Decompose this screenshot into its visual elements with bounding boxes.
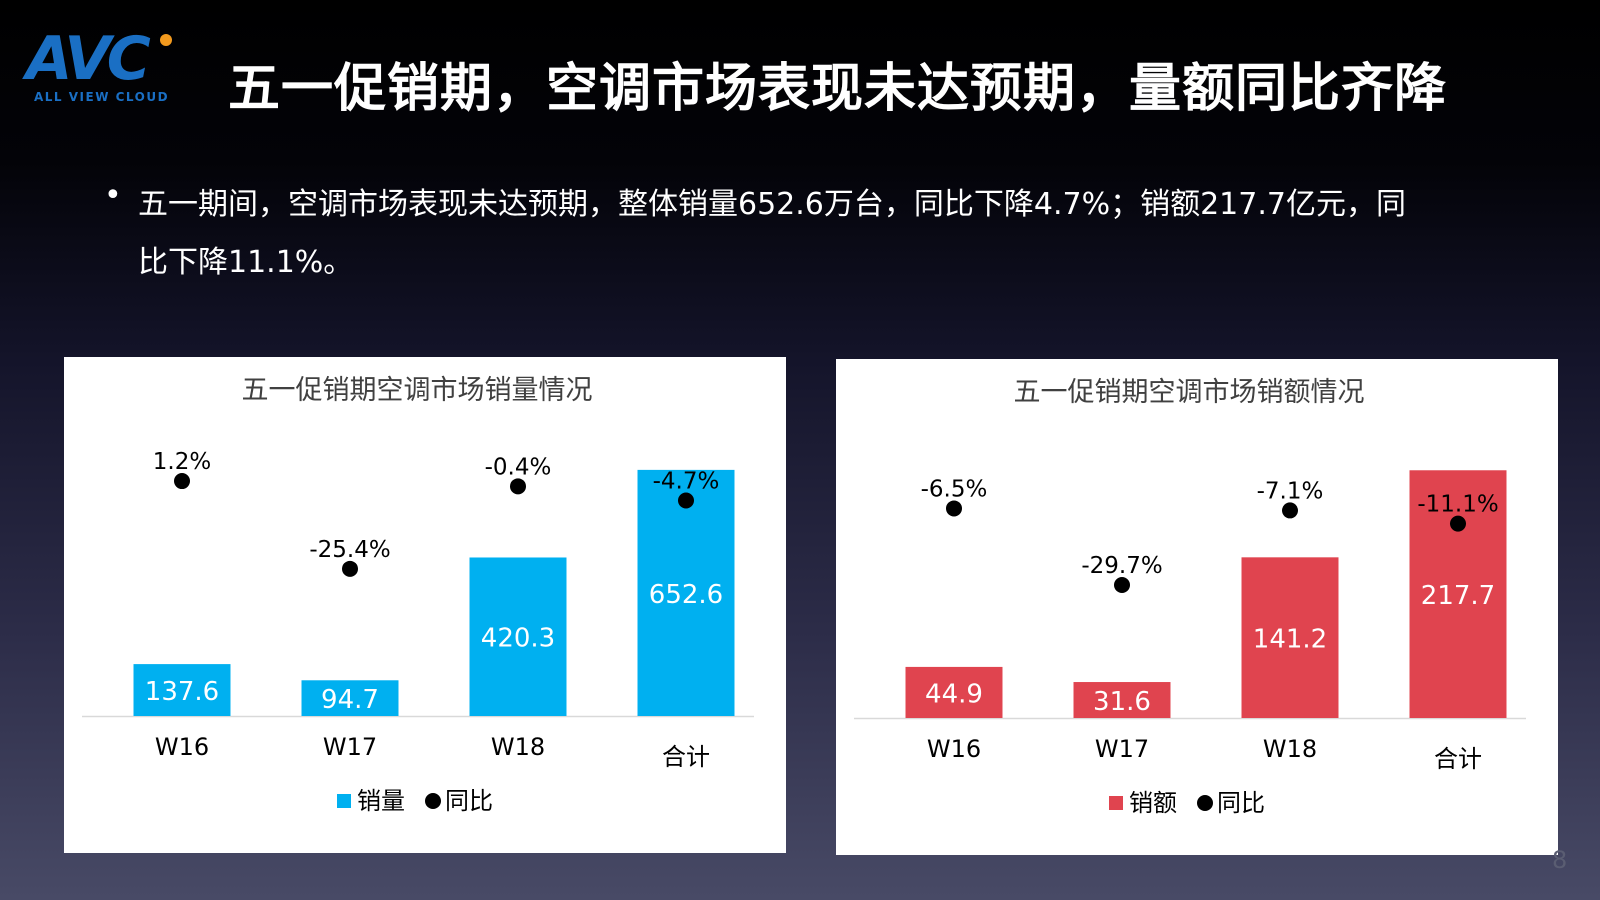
category-label: W16: [927, 735, 981, 763]
yoy-point: [174, 473, 190, 490]
bar-合计: [637, 469, 735, 716]
amount-chart-panel: 五一促销期空调市场销额情况 44.9 W16 -6.5% 31.6 W17 -29.7% 14…: [836, 359, 1558, 855]
yoy-label: -0.4%: [485, 454, 552, 480]
yoy-point: [1114, 577, 1130, 594]
logo-word: AVC: [26, 24, 151, 94]
bar-W17: [301, 680, 399, 716]
bullet-dot: •: [104, 178, 122, 213]
bar-W18: [1241, 557, 1339, 718]
bar-value-label: 94.7: [321, 685, 379, 715]
legend-bar-label: 销量: [357, 787, 405, 815]
legend-bar-label: 销额: [1129, 789, 1177, 817]
bar-W16: [133, 664, 231, 716]
yoy-point: [1450, 515, 1466, 532]
bar-value-label: 44.9: [925, 679, 983, 709]
yoy-point: [510, 478, 526, 495]
category-label: W16: [155, 733, 209, 761]
category-label: 合计: [1434, 745, 1482, 773]
legend-yoy-label: 同比: [1217, 789, 1265, 817]
yoy-label: -29.7%: [1081, 553, 1162, 579]
category-label: W17: [323, 733, 377, 761]
legend-yoy-swatch: [425, 793, 441, 809]
yoy-label: -25.4%: [309, 537, 390, 563]
yoy-point: [678, 492, 694, 509]
yoy-label: -4.7%: [653, 469, 720, 495]
chart-title: 五一促销期空调市场销量情况: [242, 375, 593, 406]
volume-chart-panel: 五一促销期空调市场销量情况 137.6 W16 1.2% 94.7 W17 -25.4% 42…: [64, 357, 786, 853]
chart-title: 五一促销期空调市场销额情况: [1014, 377, 1365, 408]
bar-value-label: 141.2: [1253, 625, 1327, 655]
bar-W17: [1073, 682, 1171, 718]
logo-orange-dot: [160, 34, 172, 46]
bar-value-label: 31.6: [1093, 687, 1151, 717]
bar-value-label: 217.7: [1421, 581, 1495, 611]
yoy-point: [342, 560, 358, 577]
amount-chart: 五一促销期空调市场销额情况 44.9 W16 -6.5% 31.6 W17 -29.7% 14…: [854, 377, 1526, 817]
volume-chart: 五一促销期空调市场销量情况 137.6 W16 1.2% 94.7 W17 -25.4% 42…: [82, 375, 754, 815]
category-label: W18: [491, 733, 545, 761]
bar-W18: [469, 557, 567, 716]
category-label: W17: [1095, 735, 1149, 763]
page-title: 五一促销期，空调市场表现未达预期，量额同比齐降: [228, 59, 1448, 119]
legend-bar-swatch: [1109, 796, 1123, 810]
legend-yoy-swatch: [1197, 795, 1213, 811]
yoy-label: -6.5%: [921, 476, 988, 502]
legend-yoy-label: 同比: [445, 787, 493, 815]
bar-value-label: 420.3: [481, 624, 555, 654]
bar-value-label: 652.6: [649, 580, 723, 610]
yoy-label: 1.2%: [153, 449, 211, 475]
page-number: 8: [1552, 846, 1568, 874]
category-label: 合计: [662, 743, 710, 771]
yoy-point: [946, 500, 962, 517]
yoy-label: -11.1%: [1417, 492, 1498, 518]
bar-value-label: 137.6: [145, 677, 219, 707]
legend-bar-swatch: [337, 794, 351, 808]
bar-合计: [1409, 470, 1507, 718]
avc-logo: AVC ALL VIEW CLOUD: [26, 28, 176, 108]
summary-text: 五一期间，空调市场表现未达预期，整体销量652.6万台，同比下降4.7%；销额2…: [138, 187, 1406, 280]
category-label: W18: [1263, 735, 1317, 763]
yoy-label: -7.1%: [1257, 478, 1324, 504]
bar-W16: [905, 666, 1003, 718]
logo-subtitle: ALL VIEW CLOUD: [34, 90, 170, 104]
yoy-point: [1282, 502, 1298, 519]
